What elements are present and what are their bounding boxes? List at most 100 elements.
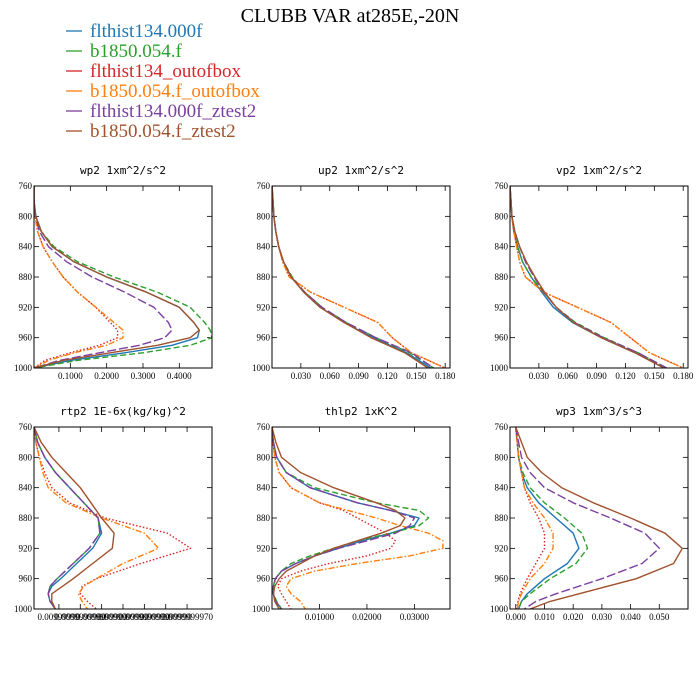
y-tick-label: 920 (257, 543, 271, 553)
x-tick-label: 0.020 (563, 612, 584, 622)
panel-1: up2 1xm^2/s^2 760 800 840 880 920 960 1000 0.030… (252, 164, 456, 381)
legend-label-4: flthist134.000f_ztest2 (90, 101, 256, 122)
panel-5: wp3 1xm^3/s^3 760 800 840 880 920 960 10000.000… (490, 405, 689, 622)
series-line-3 (272, 427, 444, 609)
plot-frame (33, 426, 213, 610)
series-line-4 (34, 186, 173, 368)
y-tick-label: 920 (19, 543, 33, 553)
x-tick-label: 0.0099999930 (118, 612, 170, 622)
y-tick-label: 800 (495, 452, 509, 462)
x-tick-label: 0.180 (673, 371, 694, 381)
legend-label-1: b1850.054.f (90, 41, 183, 62)
legend: flthist134.000fb1850.054.fflthist134_out… (66, 21, 260, 142)
x-tick-label: 0.180 (435, 371, 456, 381)
x-tick-label: 0.120 (377, 371, 398, 381)
x-tick-label: 0.030 (291, 371, 312, 381)
series-line-5 (34, 186, 201, 368)
x-tick-label: 0.0099999980 (54, 612, 106, 622)
x-tick-label: 0.01000 (305, 612, 335, 622)
series-line-4 (272, 186, 434, 368)
plot-frame (33, 185, 213, 369)
panel-title: thlp2 1xK^2 (325, 405, 398, 418)
series-line-2 (272, 186, 446, 368)
series-line-2 (272, 427, 397, 609)
series-line-0 (510, 186, 665, 368)
panel-2: vp2 1xm^2/s^2 760 800 840 880 920 960 1000 0.030… (490, 164, 694, 381)
panel-title: vp2 1xm^2/s^2 (556, 164, 642, 177)
y-tick-label: 880 (19, 513, 33, 523)
y-tick-label: 1000 (490, 604, 509, 614)
y-tick-label: 880 (257, 272, 271, 282)
y-tick-label: 1000 (252, 604, 271, 614)
x-tick-label: 0.0099999900 (76, 612, 128, 622)
y-tick-label: 960 (257, 574, 271, 584)
panel-title: rtp2 1E-6x(kg/kg)^2 (60, 405, 186, 418)
series-line-3 (515, 427, 554, 609)
y-tick-label: 880 (495, 513, 509, 523)
x-tick-label: 0.0099999990 (97, 612, 149, 622)
series-line-0 (515, 427, 580, 609)
y-tick-label: 1000 (490, 363, 509, 373)
x-tick-label: 0.0099999970 (161, 612, 213, 622)
series-line-5 (34, 427, 115, 609)
plot-frame (271, 185, 451, 369)
legend-label-0: flthist134.000f (90, 21, 203, 42)
x-tick-label: 0.3000 (131, 371, 156, 381)
series-line-1 (515, 427, 589, 609)
plot-frame (509, 185, 689, 369)
y-tick-label: 920 (19, 302, 33, 312)
plot-frame (509, 426, 689, 610)
x-tick-label: 0.150 (644, 371, 665, 381)
x-tick-label: 0.090 (348, 371, 369, 381)
y-tick-label: 840 (19, 242, 33, 252)
x-tick-label: 0.030 (592, 612, 613, 622)
panel-0: wp2 1xm^2/s^2 760 800 840 880 920 960 1000 0.100… (14, 164, 213, 381)
y-tick-label: 800 (257, 211, 271, 221)
x-tick-label: 0.4000 (167, 371, 192, 381)
x-tick-label: 0.0099999990 (140, 612, 192, 622)
y-tick-label: 920 (257, 302, 271, 312)
x-tick-label: 0.060 (558, 371, 579, 381)
y-tick-label: 800 (19, 211, 33, 221)
x-tick-label: 0.02000 (352, 612, 382, 622)
x-tick-label: 0.060 (320, 371, 341, 381)
y-tick-label: 760 (19, 422, 33, 432)
y-tick-label: 760 (495, 422, 509, 432)
x-tick-label: 0.010 (534, 612, 555, 622)
series-line-1 (272, 186, 434, 368)
y-tick-label: 880 (19, 272, 33, 282)
figure-title: CLUBB VAR at285E,-20N (241, 5, 460, 27)
plot-frame (271, 426, 451, 610)
panel-3: rtp2 1E-6x(kg/kg)^2 760 800 840 880 920 960 100… (14, 405, 213, 622)
y-tick-label: 800 (257, 452, 271, 462)
series-line-5 (510, 186, 665, 368)
series-line-4 (272, 427, 416, 609)
legend-label-2: flthist134_outofbox (90, 61, 241, 82)
series-line-4 (515, 427, 660, 609)
x-tick-label: 0.03000 (400, 612, 430, 622)
series-line-4 (34, 427, 101, 609)
y-tick-label: 960 (495, 574, 509, 584)
y-tick-label: 920 (495, 543, 509, 553)
y-tick-label: 840 (495, 242, 509, 252)
x-tick-label: 0.040 (620, 612, 641, 622)
y-tick-label: 840 (495, 483, 509, 493)
y-tick-label: 960 (495, 333, 509, 343)
series-line-5 (272, 427, 406, 609)
y-tick-label: 1000 (14, 604, 33, 614)
series-line-1 (510, 186, 668, 368)
series-line-3 (34, 427, 160, 609)
y-tick-label: 840 (19, 483, 33, 493)
x-tick-label: 0.00999999 (38, 612, 81, 622)
y-tick-label: 960 (19, 333, 33, 343)
x-tick-label: 0.150 (406, 371, 427, 381)
series-line-2 (510, 186, 684, 368)
series-line-5 (272, 186, 429, 368)
legend-label-5: b1850.054.f_ztest2 (90, 121, 236, 142)
y-tick-label: 800 (19, 452, 33, 462)
x-tick-label: 0.090 (586, 371, 607, 381)
y-tick-label: 760 (257, 181, 271, 191)
panel-title: wp3 1xm^3/s^3 (556, 405, 642, 418)
panel-4: thlp2 1xK^2 760 800 840 880 920 960 1000 0.01000… (252, 405, 451, 622)
panels: wp2 1xm^2/s^2 760 800 840 880 920 960 1000 0.100… (14, 164, 694, 622)
